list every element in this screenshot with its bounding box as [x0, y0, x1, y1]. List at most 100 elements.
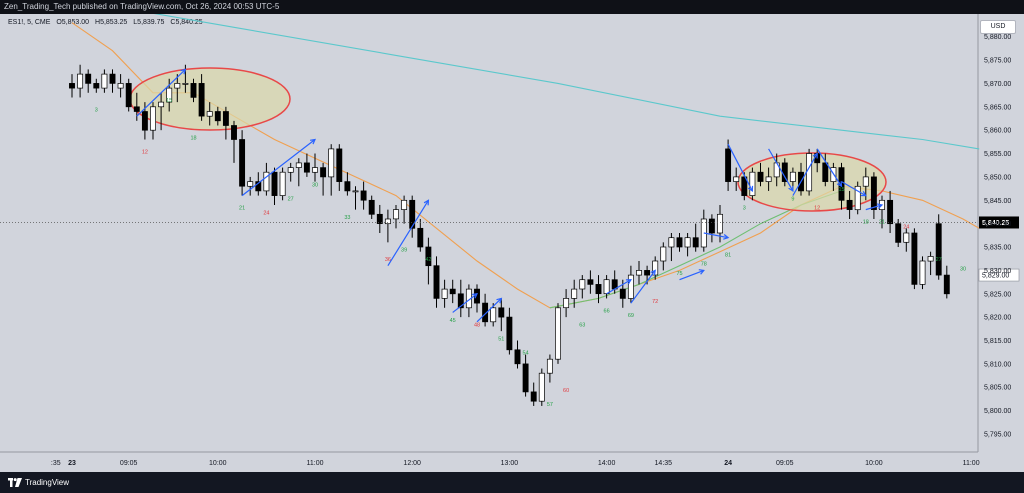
price-tick-label: 5,880.00 [984, 34, 1011, 41]
candle-body [222, 111, 229, 126]
publisher-bar: Zen_Trading_Tech published on TradingVie… [0, 0, 1024, 14]
price-chart[interactable]: 3121518212427303336394245485154576063666… [0, 14, 1024, 472]
candle-body [546, 358, 553, 374]
bar-count-label: 3 [743, 206, 746, 212]
price-tick-label: 5,870.00 [984, 81, 1011, 88]
candle-body [684, 237, 691, 248]
candle-body [660, 246, 667, 262]
candle-body [587, 279, 594, 285]
candle-body [887, 199, 894, 225]
symbol-info: ES1!, 5, CME O5,853.00 H5,853.25 L5,839.… [8, 19, 207, 26]
candle-body [806, 153, 813, 192]
bar-count-label: 33 [344, 215, 350, 221]
candle-body [198, 83, 205, 117]
candle-body [579, 279, 586, 290]
candle-body [77, 73, 84, 89]
candle-body [344, 181, 351, 192]
candle-body [668, 237, 675, 248]
candle-body [433, 265, 440, 299]
candle-body [376, 213, 383, 224]
bar-count-label: 45 [450, 318, 456, 324]
candle-body [482, 302, 489, 323]
trend-arrow-head [496, 297, 503, 304]
time-tick-label: 24 [724, 460, 732, 467]
candle-body [393, 209, 399, 220]
trend-arrow-head [876, 203, 884, 209]
time-tick-label: 11:00 [963, 460, 980, 467]
candle-body [320, 167, 327, 178]
candle-body [158, 101, 165, 108]
trend-arrow-head [625, 279, 632, 285]
candle-body [85, 73, 92, 84]
candle-body [360, 190, 367, 201]
candlesticks [69, 64, 950, 406]
candle-body [733, 176, 740, 182]
time-tick-label: :35 [51, 460, 61, 467]
trend-arrow-line [727, 143, 753, 192]
publisher-text: Zen_Trading_Tech published on TradingVie… [4, 2, 280, 11]
candle-body [822, 162, 829, 182]
trend-arrows [136, 68, 884, 323]
candle-body [352, 190, 359, 193]
trend-arrow-line [816, 148, 843, 187]
candle-body [862, 176, 869, 187]
trend-arrow-line [703, 232, 729, 239]
candle-body [69, 83, 75, 89]
trend-arrow-line [136, 68, 186, 117]
candle-body [522, 363, 529, 393]
candle-body [384, 218, 391, 225]
bar-count-label: 81 [725, 252, 731, 258]
candle-body [287, 167, 294, 173]
price-tick-label: 5,830.00 [984, 268, 1011, 275]
footer-bar: TradingView [0, 472, 1024, 493]
candle-body [401, 199, 408, 210]
candle-body [563, 298, 570, 309]
candle-body [247, 181, 254, 187]
candle-body [474, 288, 480, 304]
candle-body [336, 148, 343, 182]
price-axis[interactable]: 5,795.00 5,800.00 5,805.00 5,810.00 5,815.00… [984, 34, 1011, 438]
trend-arrow-head [860, 190, 867, 197]
candle-body [271, 171, 278, 196]
time-tick-label: 13:00 [501, 460, 519, 467]
candle-body [717, 213, 723, 234]
candle-body [943, 274, 950, 295]
candle-body [295, 162, 302, 168]
time-axis[interactable]: :35 23 09:05 10:00 11:00 12:00 13:00 14:00 14:35… [51, 460, 980, 467]
time-tick-label: 09:05 [120, 460, 138, 467]
price-tick-label: 5,845.00 [984, 198, 1011, 205]
trend-arrow-head [180, 68, 187, 75]
bar-count-label: 18 [863, 220, 869, 226]
candle-body [789, 171, 796, 182]
trend-arrow-head [423, 199, 430, 206]
bar-count-label: 15 [838, 187, 844, 193]
bar-count-label: 57 [547, 402, 553, 408]
bar-count-label: 63 [579, 322, 585, 328]
bar-count-label: 24 [263, 210, 269, 216]
price-tick-label: 5,840.00 [984, 221, 1011, 228]
candle-body [627, 274, 634, 299]
candle-body [109, 73, 116, 84]
trend-arrow-head [472, 293, 478, 299]
candle-body [927, 256, 934, 262]
candle-body [206, 111, 213, 117]
candle-body [190, 83, 197, 98]
time-tick-label: 14:35 [655, 460, 673, 467]
candle-body [117, 83, 124, 89]
bar-count-label: 51 [498, 337, 504, 343]
trend-arrow-line [865, 204, 883, 211]
candle-body [555, 307, 561, 360]
candle-body [870, 176, 877, 210]
candle-body [619, 288, 626, 299]
candle-body [441, 288, 448, 299]
bar-count-label: 75 [676, 271, 682, 277]
candle-body [141, 111, 148, 131]
slow-ma-line [153, 14, 980, 150]
candle-body [538, 372, 545, 402]
bar-count-label: 15 [166, 98, 172, 104]
currency-button[interactable]: USD [980, 20, 1016, 34]
price-tick-label: 5,825.00 [984, 291, 1011, 298]
trend-arrow-line [841, 181, 867, 197]
bar-count-label: 60 [563, 388, 569, 394]
candle-body [725, 148, 732, 182]
